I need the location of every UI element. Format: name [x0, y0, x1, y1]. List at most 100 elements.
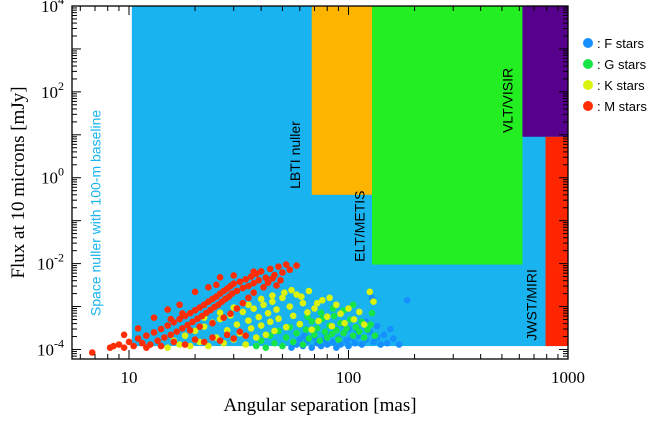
region-lbti-nuller [311, 6, 373, 195]
region-label-space-nuller-with-100-m-baseline: Space nuller with 100-m baseline [87, 110, 103, 316]
point-m-stars [279, 269, 286, 276]
point-k-stars [299, 299, 307, 307]
point-g-stars [368, 309, 376, 317]
point-k-stars [275, 315, 282, 323]
point-m-stars [139, 339, 146, 347]
point-g-stars [352, 323, 360, 331]
point-f-stars [345, 342, 352, 350]
point-m-stars [196, 323, 204, 330]
legend-marker-m-stars [583, 101, 593, 111]
point-m-stars [220, 314, 227, 321]
point-m-stars [179, 325, 186, 332]
point-m-stars [164, 306, 171, 313]
point-g-stars [333, 326, 340, 334]
point-k-stars [252, 334, 260, 341]
point-m-stars [164, 322, 171, 329]
legend-label-m-stars: : M stars [597, 99, 647, 114]
point-m-stars [255, 276, 263, 284]
point-m-stars [286, 266, 294, 274]
point-g-stars [328, 330, 336, 338]
point-g-stars [371, 332, 379, 339]
legend-label-k-stars: : K stars [597, 78, 645, 93]
point-k-stars [271, 327, 278, 335]
point-m-stars [277, 276, 284, 284]
point-k-stars [282, 323, 290, 331]
point-k-stars [308, 326, 316, 333]
point-m-stars [120, 331, 128, 339]
y-axis-ticks: 10-4 10-2 100 102 104 [37, 0, 568, 360]
point-k-stars [279, 294, 286, 302]
point-k-stars [360, 321, 368, 328]
point-m-stars [260, 284, 267, 291]
point-g-stars [308, 318, 316, 325]
point-k-stars [245, 317, 252, 324]
point-k-stars [315, 317, 322, 325]
point-k-stars [341, 319, 348, 327]
point-m-stars [88, 349, 96, 356]
point-g-stars [279, 342, 286, 350]
point-m-stars [230, 335, 238, 342]
point-m-stars [293, 262, 300, 269]
point-k-stars [298, 293, 305, 300]
point-k-stars [326, 294, 333, 302]
point-m-stars [125, 338, 133, 346]
point-k-stars [255, 313, 263, 321]
point-m-stars [173, 328, 181, 335]
point-m-stars [167, 315, 175, 323]
point-m-stars [264, 279, 272, 286]
point-m-stars [115, 341, 123, 348]
point-k-stars [289, 312, 297, 320]
point-g-stars [321, 328, 329, 335]
point-f-stars [370, 338, 377, 346]
point-k-stars [216, 309, 224, 316]
point-k-stars [269, 298, 276, 305]
legend-label-g-stars: : G stars [597, 57, 647, 72]
point-k-stars [319, 296, 326, 304]
point-k-stars [305, 287, 313, 295]
point-m-stars [191, 288, 199, 296]
point-f-stars [288, 344, 295, 351]
point-g-stars [271, 339, 278, 347]
point-k-stars [273, 306, 280, 313]
point-f-stars [351, 339, 359, 347]
point-m-stars [209, 319, 216, 327]
point-m-stars [239, 284, 247, 292]
point-k-stars [328, 322, 336, 330]
point-m-stars [266, 265, 274, 273]
point-k-stars [323, 313, 331, 320]
x-tick-label: 10 [120, 368, 137, 387]
point-f-stars [337, 341, 344, 348]
point-m-stars [236, 278, 244, 285]
point-m-stars [161, 334, 168, 341]
point-m-stars [120, 344, 128, 351]
point-g-stars [317, 309, 325, 316]
region-jwst-miri [545, 136, 568, 347]
point-m-stars [216, 273, 224, 281]
point-m-stars [275, 263, 282, 270]
point-k-stars [266, 318, 274, 326]
point-m-stars [282, 261, 290, 268]
point-m-stars [250, 289, 258, 297]
point-k-stars [311, 305, 318, 312]
y-tick-label: 102 [41, 79, 64, 102]
point-g-stars [364, 326, 371, 333]
point-f-stars [386, 325, 394, 333]
x-axis-title: Angular separation [mas] [223, 395, 416, 416]
point-f-stars [317, 342, 325, 350]
point-m-stars [209, 334, 216, 341]
point-m-stars [186, 326, 194, 334]
point-m-stars [181, 341, 189, 348]
point-g-stars [302, 326, 310, 333]
point-m-stars [233, 305, 241, 312]
point-m-stars [170, 338, 178, 346]
point-f-stars [380, 331, 388, 339]
x-tick-label: 100 [336, 368, 362, 387]
point-m-stars [269, 275, 276, 282]
point-k-stars [355, 308, 363, 316]
point-f-stars [403, 296, 411, 304]
point-m-stars [110, 342, 117, 350]
region-vlt-visir [522, 6, 568, 137]
point-m-stars [273, 282, 280, 289]
point-k-stars [186, 342, 194, 350]
